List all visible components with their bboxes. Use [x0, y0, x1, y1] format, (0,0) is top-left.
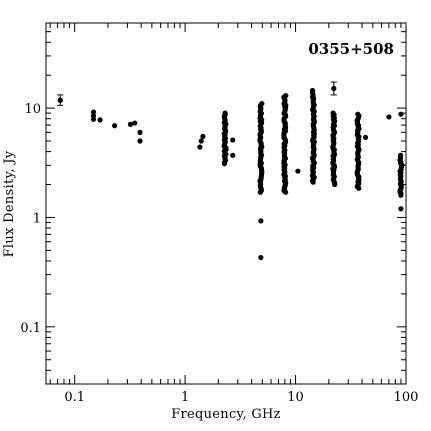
x-tick-label: 0.1 [64, 390, 85, 405]
data-marks [57, 81, 405, 261]
data-point [230, 137, 236, 143]
data-point [57, 97, 63, 103]
data-point [90, 109, 97, 115]
data-point [132, 120, 138, 126]
data-point [200, 133, 206, 140]
data-point [331, 85, 337, 92]
data-point [362, 134, 369, 140]
y-tick-label: 10 [24, 102, 41, 117]
data-point [137, 138, 143, 144]
data-point [221, 161, 228, 167]
data-point [356, 185, 362, 191]
y-tick-label: 1 [33, 211, 41, 226]
y-tick-label: 0.1 [20, 321, 41, 336]
data-point [197, 144, 203, 150]
data-point [198, 138, 204, 144]
data-point [386, 114, 392, 120]
data-point [127, 121, 134, 127]
data-point [398, 192, 404, 198]
data-point [332, 181, 338, 188]
data-point [258, 218, 264, 224]
data-point [112, 123, 118, 129]
axis-ticks [46, 22, 407, 385]
plot-frame [45, 22, 407, 385]
data-point [310, 179, 316, 185]
data-point [137, 129, 143, 135]
x-tick-label: 1 [181, 390, 189, 405]
data-point [258, 254, 264, 261]
data-point [398, 206, 404, 212]
chart-title: 0355+508 [308, 40, 394, 58]
data-point [230, 152, 236, 158]
data-point [97, 117, 103, 123]
y-axis-label: Flux Density, Jy [2, 150, 17, 257]
x-axis-label: Frequency, GHz [171, 407, 281, 422]
data-point [283, 189, 289, 195]
x-tick-label: 100 [394, 390, 419, 405]
x-tick-label: 10 [287, 390, 304, 405]
tick-labels: 0.1 1 10 100 0.1 1 10 [20, 102, 418, 405]
data-point [90, 116, 97, 122]
data-point [257, 189, 263, 195]
data-point [398, 111, 404, 117]
data-point [295, 168, 301, 174]
